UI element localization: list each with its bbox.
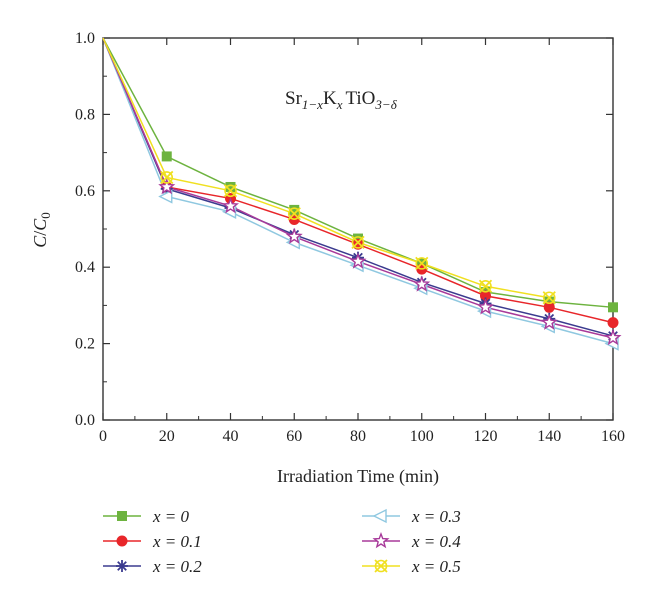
y-axis-title-c: C (30, 235, 50, 248)
legend-swatch-marker (117, 511, 127, 521)
legend: x = 0 x = 0.1 x = 0.2 x = 0.3 x = 0.4 x = 0.5 (103, 507, 461, 576)
annotation-mid2: TiO (345, 88, 375, 109)
legend-label: x = 0.5 (411, 557, 461, 576)
x-axis-title: Irradiation Time (min) (277, 466, 439, 487)
y-axis-title-slash: / (30, 231, 50, 236)
series-line (102, 37, 550, 299)
data-point (540, 313, 558, 330)
x-tick-label: 80 (350, 428, 366, 445)
data-point (542, 291, 556, 305)
legend-label: x = 0.2 (152, 557, 202, 576)
data-point (161, 151, 172, 162)
legend-label: x = 0.3 (411, 507, 461, 526)
data-point (289, 204, 300, 215)
data-point (607, 317, 619, 329)
x-tick-label: 140 (537, 428, 561, 445)
y-tick-label: 0.8 (75, 106, 95, 123)
annotation-sub2: x (336, 97, 343, 112)
annotation-base: Sr (285, 88, 303, 109)
legend-swatch-marker (116, 560, 128, 572)
series-5 (102, 37, 550, 299)
data-point (544, 296, 555, 307)
data-point (287, 207, 301, 221)
data-point (349, 252, 367, 269)
data-point (160, 170, 174, 185)
data-point (351, 235, 365, 250)
data-point (608, 302, 618, 313)
legend-entry: x = 0.4 (362, 532, 461, 551)
y-tick-label: 0.6 (75, 183, 95, 200)
annotation-sub3: 3−δ (374, 97, 397, 112)
data-point (413, 275, 431, 292)
data-point (476, 298, 495, 315)
y-axis-title-sub: 0 (38, 212, 53, 219)
annotation-mid: K (323, 88, 337, 109)
series-4 (102, 37, 614, 339)
data-point (480, 290, 491, 302)
y-tick-label: 1.0 (75, 30, 95, 47)
legend-entry: x = 0.2 (103, 557, 202, 576)
x-tick-label: 0 (99, 428, 107, 445)
series-2 (102, 37, 614, 337)
y-tick-label: 0.4 (75, 259, 95, 276)
series-markers-5 (160, 170, 556, 305)
legend-label: x = 0 (152, 507, 190, 526)
legend-label: x = 0.1 (152, 532, 202, 551)
data-point (604, 328, 622, 346)
series-line (102, 37, 614, 337)
series-layer (102, 37, 622, 351)
x-tick-label: 40 (223, 428, 239, 445)
legend-swatch-marker (372, 508, 387, 524)
legend-swatch-marker (116, 535, 128, 547)
legend-entry: x = 0 (103, 507, 190, 526)
y-axis-title: C/C0 (30, 212, 53, 248)
x-tick-label: 120 (474, 428, 498, 445)
x-tick-label: 100 (410, 428, 434, 445)
data-point (158, 189, 173, 204)
data-point (478, 279, 493, 293)
axes: 0 20 40 60 80 100 120 140 160 0.0 0.2 0.4 0.6 0.8 1.0 (75, 30, 625, 445)
x-tick-label: 60 (286, 428, 302, 445)
legend-swatch-marker (374, 559, 388, 573)
y-tick-label: 0.2 (75, 336, 95, 353)
annotation-sub1: 1−x (302, 97, 323, 112)
legend-swatch-marker (372, 532, 390, 549)
data-point (285, 227, 303, 244)
data-point (221, 197, 240, 214)
data-point (415, 256, 429, 271)
composition-annotation: Sr1−xKx TiO3−δ (285, 88, 398, 112)
x-tick-label: 160 (601, 428, 625, 445)
legend-entry: x = 0.3 (362, 507, 461, 526)
y-tick-label: 0.0 (75, 412, 95, 429)
x-tick-label: 20 (159, 428, 175, 445)
series-markers-4 (158, 178, 622, 346)
data-point (353, 233, 363, 244)
data-point (543, 301, 555, 313)
y-axis-title-c0: C (30, 218, 50, 231)
legend-entry: x = 0.1 (103, 532, 202, 551)
series-markers-0 (161, 151, 618, 313)
data-point (223, 184, 238, 198)
legend-entry: x = 0.5 (362, 557, 461, 576)
series-line (102, 37, 614, 339)
data-point (225, 181, 236, 192)
legend-label: x = 0.4 (411, 532, 461, 551)
data-point (158, 178, 176, 195)
